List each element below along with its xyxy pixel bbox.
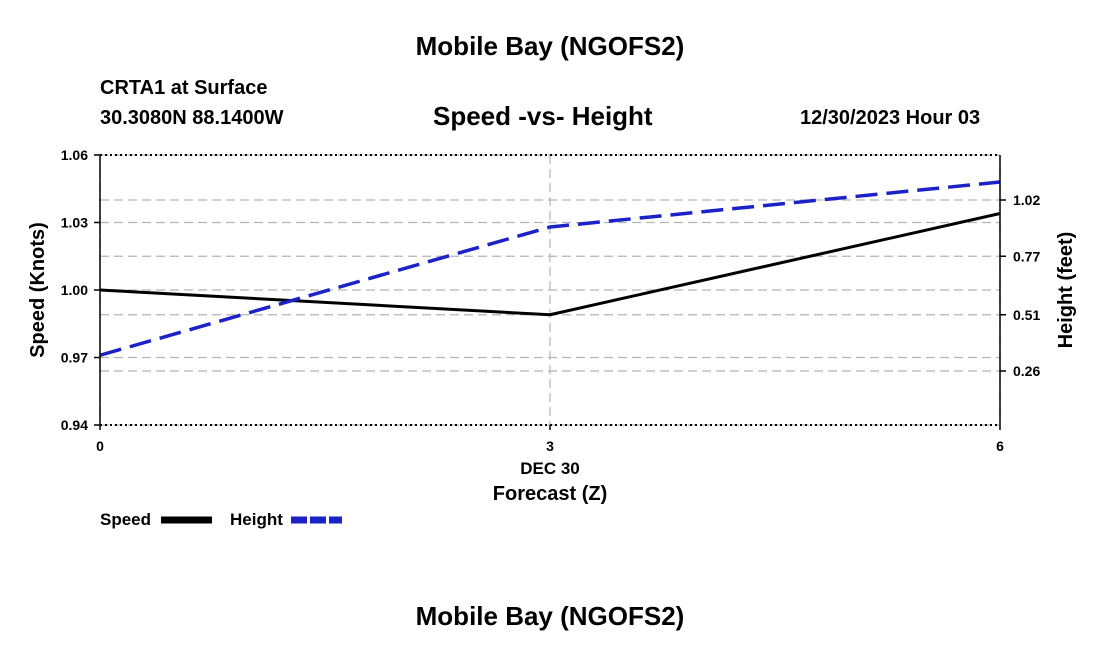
legend-label-height: Height	[230, 510, 283, 529]
x-tick-label: 0	[96, 438, 104, 454]
series-layer	[99, 180, 1001, 357]
x-tick-label: 6	[996, 438, 1004, 454]
legend-label-speed: Speed	[100, 510, 151, 529]
y-tick-label: 0.94	[61, 417, 88, 433]
series-line-speed	[99, 212, 1001, 317]
frame-layer	[94, 154, 1006, 430]
y-tick-label: 0.97	[61, 350, 88, 366]
legend-layer: Speed Height	[100, 510, 342, 529]
y2-tick-label: 0.51	[1013, 307, 1040, 323]
y2-tick-label: 0.77	[1013, 248, 1040, 264]
y-axis-title: Speed (Knots)	[27, 222, 49, 358]
y-tick-label: 1.00	[61, 282, 88, 298]
x-axis-title: Forecast (Z)	[493, 483, 607, 505]
y2-tick-label: 0.26	[1013, 363, 1040, 379]
main-title: Mobile Bay (NGOFS2)	[415, 31, 685, 61]
y-tick-label: 1.06	[61, 147, 88, 163]
chart-title: Speed -vs- Height	[433, 101, 653, 131]
station-label: CRTA1 at Surface	[100, 77, 268, 99]
y2-axis-title: Height (feet)	[1055, 232, 1077, 349]
y2-tick-label: 1.02	[1013, 192, 1040, 208]
y-tick-label: 1.03	[61, 215, 88, 231]
series-line-height	[99, 180, 1001, 357]
forecast-timestamp: 12/30/2023 Hour 03	[800, 107, 981, 129]
x-tick-label: 3	[546, 438, 554, 454]
station-coordinates: 30.3080N 88.1400W	[100, 107, 284, 129]
labels-layer: 0.94 0.97 1.00 1.03 1.06 0.26 0.51 0.77 1.02 0 3 6 D…	[27, 147, 1077, 505]
footer-title: Mobile Bay (NGOFS2)	[415, 601, 685, 631]
x-date-label: DEC 30	[520, 459, 580, 478]
